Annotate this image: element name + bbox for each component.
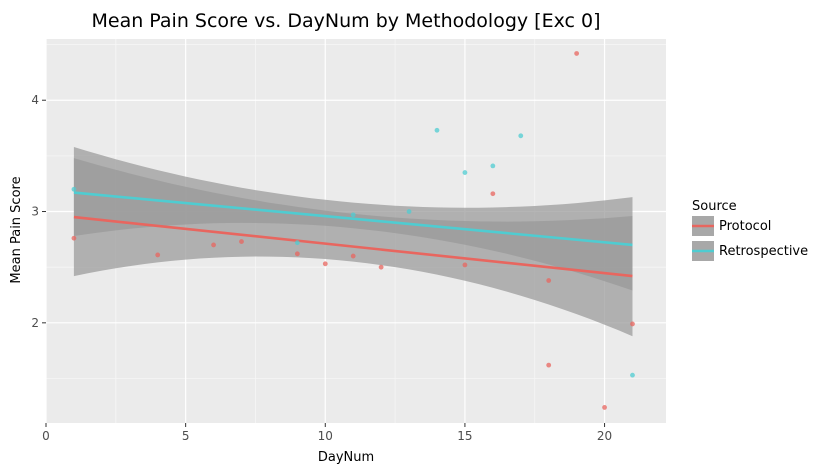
point-protocol — [378, 264, 384, 270]
x-tick-label: 15 — [457, 429, 472, 443]
y-tick-label: 4 — [31, 93, 39, 107]
point-retrospective — [406, 209, 412, 214]
point-retrospective — [294, 240, 300, 246]
chart-title: Mean Pain Score vs. DayNum by Methodolog… — [91, 10, 600, 32]
point-protocol — [546, 278, 552, 283]
y-axis: 2 3 4 — [31, 93, 46, 330]
point-retrospective — [518, 133, 524, 139]
point-protocol — [546, 362, 552, 368]
fit-line-retrospective — [73, 191, 633, 247]
point-retrospective — [490, 163, 496, 169]
y-axis-title: Mean Pain Score — [9, 176, 24, 283]
x-axis: 0 5 10 15 20 — [42, 423, 612, 443]
point-protocol — [71, 235, 77, 241]
point-retrospective — [462, 170, 468, 175]
y-tick-label: 2 — [31, 316, 39, 330]
x-tick-label: 10 — [318, 429, 333, 443]
legend-title: Source — [692, 199, 737, 214]
x-tick-label: 20 — [597, 429, 612, 443]
x-tick-label: 0 — [42, 429, 50, 443]
x-axis-title: DayNum — [318, 450, 374, 465]
point-protocol — [211, 242, 216, 248]
point-protocol — [462, 262, 468, 268]
point-protocol — [322, 261, 328, 267]
point-protocol — [350, 253, 356, 259]
point-protocol — [239, 239, 244, 244]
point-protocol — [630, 321, 635, 327]
fit-lines — [73, 191, 633, 278]
point-retrospective — [630, 372, 635, 378]
point-retrospective — [71, 186, 77, 192]
point-protocol — [574, 51, 580, 56]
point-protocol — [155, 252, 161, 258]
legend-label-retrospective: Retrospective — [719, 244, 808, 259]
point-protocol — [602, 405, 607, 410]
point-retrospective — [434, 127, 440, 133]
legend-label-protocol: Protocol — [719, 219, 771, 234]
data-points — [71, 51, 635, 410]
point-protocol — [294, 251, 300, 257]
x-tick-label: 5 — [182, 429, 190, 443]
legend: Source Protocol Retrospective — [692, 199, 808, 261]
point-retrospective — [350, 212, 356, 218]
fit-line-protocol — [73, 215, 633, 278]
point-protocol — [490, 191, 496, 197]
y-tick-label: 3 — [31, 205, 39, 219]
